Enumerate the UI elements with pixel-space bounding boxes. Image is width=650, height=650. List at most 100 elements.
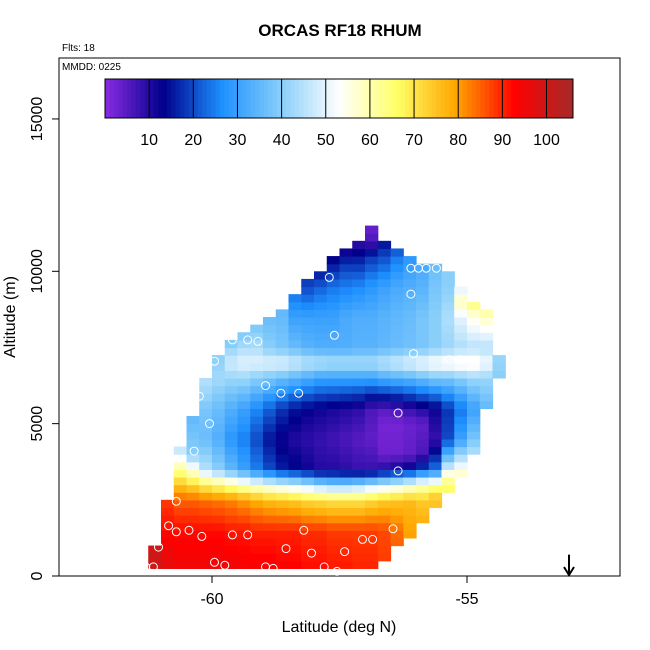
colorbar-swatch — [122, 79, 128, 118]
heatmap-cell — [454, 324, 468, 333]
heatmap-cell — [301, 461, 315, 470]
heatmap-cell — [390, 362, 404, 371]
heatmap-cell — [212, 446, 226, 455]
heatmap-cell — [314, 286, 328, 295]
heatmap-cell — [275, 446, 290, 455]
heatmap-cell — [467, 416, 481, 425]
heatmap-cell — [224, 355, 239, 364]
heatmap-cell — [275, 377, 290, 387]
track-point — [243, 335, 253, 345]
heatmap-cell — [390, 301, 404, 310]
heatmap-cell — [339, 324, 353, 333]
heatmap-cell — [224, 393, 239, 402]
heatmap-cell — [416, 278, 430, 288]
heatmap-cell — [339, 416, 353, 425]
heatmap-cell — [441, 362, 455, 371]
heatmap-cell — [301, 431, 315, 440]
arrow-head — [563, 566, 575, 577]
heatmap-cell — [326, 317, 341, 326]
heatmap-cell — [326, 423, 341, 432]
heatmap-cell — [454, 317, 468, 326]
y-tick-label: 10000 — [29, 249, 46, 294]
heatmap-cell — [288, 400, 302, 410]
heatmap-cell — [161, 522, 175, 531]
heatmap-cell — [224, 416, 239, 425]
heatmap-cell — [428, 301, 443, 310]
colorbar-swatch — [237, 79, 243, 118]
colorbar-tick-label: 60 — [361, 132, 379, 149]
colorbar-swatch — [334, 79, 340, 118]
colorbar-swatch — [109, 79, 115, 118]
colorbar-swatch — [113, 79, 119, 118]
heatmap-cell — [390, 278, 404, 288]
heatmap-cell — [212, 461, 226, 470]
heatmap-cell — [288, 454, 302, 463]
heatmap-cell — [428, 492, 443, 501]
heatmap-cell — [326, 454, 341, 463]
heatmap-cell — [275, 416, 290, 425]
heatmap-cell — [314, 355, 328, 364]
heatmap-cell — [212, 400, 226, 410]
heatmap-cell — [416, 393, 430, 402]
colorbar-swatch — [352, 79, 358, 118]
heatmap-cell — [288, 294, 302, 303]
heatmap-cell — [186, 469, 200, 478]
colorbar-swatch — [515, 79, 521, 118]
colorbar-swatch — [361, 79, 366, 118]
heatmap-cell — [224, 469, 239, 478]
heatmap-cell — [275, 522, 290, 531]
colorbar-swatch — [153, 79, 159, 118]
heatmap-cell — [314, 370, 328, 379]
heatmap-cell — [454, 454, 468, 463]
heatmap-cell — [352, 416, 366, 425]
heatmap-cell — [173, 476, 188, 486]
heatmap-cell — [173, 515, 188, 524]
track-point — [431, 263, 441, 273]
heatmap-cell — [390, 446, 404, 455]
heatmap-cell — [186, 446, 200, 455]
heatmap-cell — [288, 339, 302, 349]
heatmap-cell — [441, 431, 455, 440]
heatmap-cell — [326, 263, 341, 272]
heatmap-cell — [224, 522, 239, 531]
heatmap-cell — [339, 499, 353, 509]
heatmap-cell — [237, 438, 251, 448]
heatmap-cell — [186, 431, 200, 440]
heatmap-cell — [365, 446, 379, 455]
heatmap-cell — [377, 507, 392, 516]
heatmap-cell — [390, 454, 404, 463]
heatmap-cell — [467, 362, 481, 371]
heatmap-cell — [250, 362, 264, 371]
heatmap-cell — [224, 377, 239, 387]
heatmap-cell — [428, 385, 443, 394]
heatmap-cell — [263, 393, 277, 402]
heatmap-cell — [390, 256, 404, 265]
heatmap-cell — [441, 347, 455, 356]
heatmap-cell — [263, 431, 277, 440]
heatmap-cell — [237, 469, 251, 478]
heatmap-cell — [288, 301, 302, 310]
heatmap-cell — [186, 507, 200, 516]
heatmap-cell — [314, 317, 328, 326]
heatmap-cell — [428, 309, 443, 318]
x-tick-label: -60 — [200, 591, 223, 608]
heatmap-cell — [263, 476, 277, 486]
heatmap-cell — [390, 431, 404, 440]
colorbar-swatch — [241, 79, 247, 118]
heatmap-cell — [365, 507, 379, 516]
heatmap-cell — [263, 423, 277, 432]
heatmap-cell — [275, 469, 290, 478]
heatmap-cell — [263, 484, 277, 493]
heatmap-cell — [441, 484, 455, 493]
heatmap-cell — [186, 423, 200, 432]
heatmap-cell — [237, 370, 251, 379]
track-point — [294, 388, 304, 398]
heatmap-cell — [390, 347, 404, 356]
heatmap-cell — [365, 400, 379, 410]
heatmap-cell — [199, 385, 213, 394]
heatmap-cell — [224, 484, 239, 493]
heatmap-cell — [467, 446, 481, 455]
heatmap-cell — [377, 438, 392, 448]
track-point — [281, 544, 291, 554]
heatmap-cell — [199, 393, 213, 402]
